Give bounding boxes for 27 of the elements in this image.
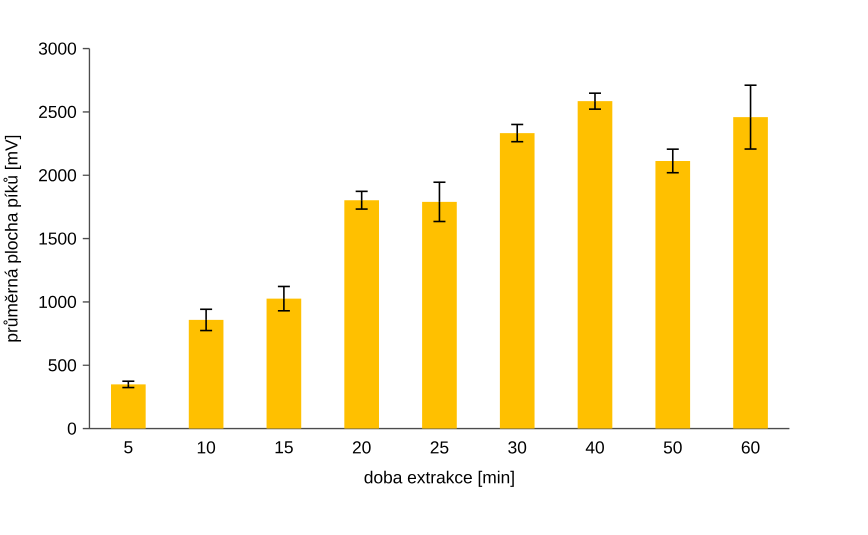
y-tick-label: 2000 — [39, 169, 76, 182]
x-tick-label: 30 — [508, 441, 526, 454]
x-tick-label: 10 — [198, 441, 216, 454]
x-tick-label: 25 — [430, 441, 448, 454]
y-tick-label: 500 — [48, 359, 76, 372]
y-tick-label: 0 — [68, 422, 76, 435]
x-tick-label: 5 — [124, 441, 132, 454]
x-tick-label: 50 — [664, 441, 682, 454]
bar — [266, 298, 302, 429]
bar — [655, 160, 690, 429]
bar — [344, 200, 379, 429]
bar — [578, 101, 612, 429]
y-tick-label: 1000 — [40, 296, 76, 308]
y-tick-label: 3000 — [38, 42, 76, 55]
bar — [111, 384, 146, 429]
bar — [733, 117, 768, 429]
x-tick-label: 40 — [586, 441, 604, 454]
x-tick-label: 15 — [276, 441, 293, 454]
bar — [500, 133, 535, 429]
x-tick-label: 20 — [352, 441, 371, 454]
x-axis-title: doba extrakce [min] — [364, 470, 514, 487]
x-tick-label: 60 — [742, 441, 760, 454]
bar — [188, 320, 224, 429]
y-tick-label: 2500 — [39, 106, 76, 118]
y-axis-title: průměrná plocha píků [mV] — [3, 136, 22, 342]
y-tick-label: 1500 — [40, 232, 76, 245]
bar — [422, 202, 457, 429]
